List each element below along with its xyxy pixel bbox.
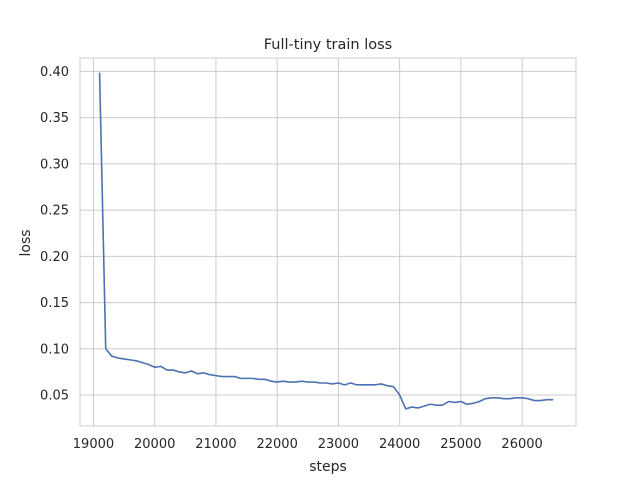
x-tick-label: 22000 bbox=[256, 437, 297, 452]
loss-series-line bbox=[98, 72, 554, 410]
y-gridlines bbox=[80, 70, 576, 396]
x-axis-label: steps bbox=[309, 459, 347, 475]
x-tick-label: 19000 bbox=[73, 437, 114, 452]
x-tick-label: 25000 bbox=[440, 437, 481, 452]
chart-title: Full-tiny train loss bbox=[264, 37, 393, 53]
y-tick-label: 0.15 bbox=[40, 296, 69, 311]
y-tick-labels: 0.05 0.10 0.15 0.20 0.25 0.30 0.35 0.40 bbox=[40, 65, 69, 404]
y-tick-label: 0.35 bbox=[40, 111, 69, 126]
x-tick-label: 20000 bbox=[134, 437, 175, 452]
y-tick-label: 0.05 bbox=[40, 389, 69, 404]
x-tick-label: 21000 bbox=[195, 437, 236, 452]
x-tick-label: 23000 bbox=[318, 437, 359, 452]
y-tick-label: 0.10 bbox=[40, 342, 69, 357]
x-tick-label: 26000 bbox=[501, 437, 542, 452]
y-tick-label: 0.40 bbox=[40, 65, 69, 80]
x-gridlines bbox=[92, 58, 523, 426]
x-tick-labels: 19000 20000 21000 22000 23000 24000 25000 26000 bbox=[73, 437, 543, 452]
plot-frame bbox=[79, 57, 577, 427]
y-tick-label: 0.25 bbox=[40, 204, 69, 219]
x-tick-label: 24000 bbox=[379, 437, 420, 452]
y-axis-label: loss bbox=[18, 229, 34, 256]
y-tick-label: 0.20 bbox=[40, 250, 69, 265]
y-tick-label: 0.30 bbox=[40, 157, 69, 172]
